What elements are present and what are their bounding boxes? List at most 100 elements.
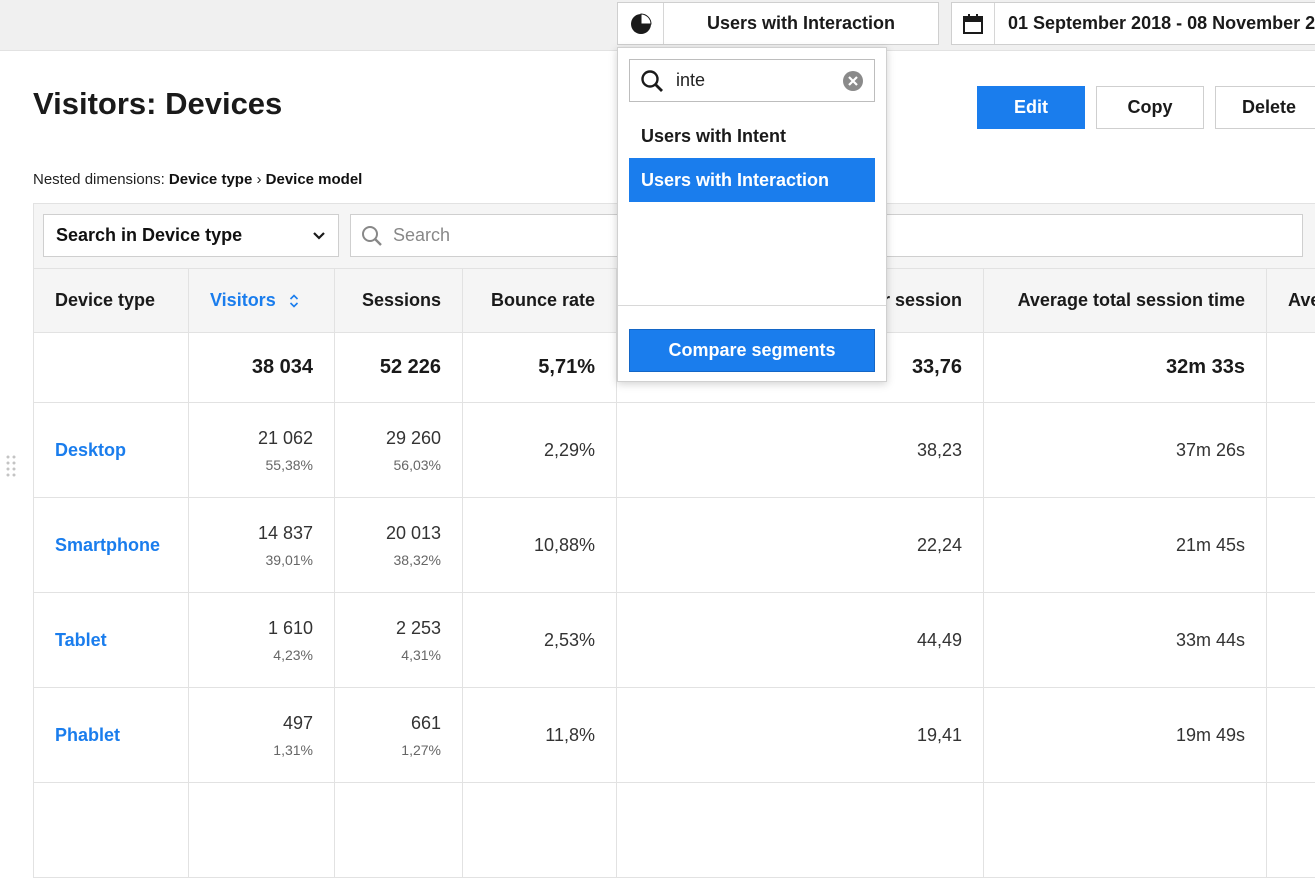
avg-actions-cell: 19,41: [617, 688, 984, 783]
device-link[interactable]: Desktop: [55, 440, 126, 460]
visitors-value: 1 610: [210, 618, 313, 639]
date-range-label: 01 September 2018 - 08 November 2018: [995, 13, 1315, 34]
visitors-cell: 14 837 39,01%: [189, 498, 335, 593]
bounce-rate-cell: 2,53%: [463, 593, 617, 688]
avg-time-cell: [984, 783, 1267, 878]
segment-dropdown: Users with Intent Users with Interaction…: [617, 47, 887, 382]
column-header-average[interactable]: Average: [1267, 269, 1315, 333]
avg-actions-cell: 44,49: [617, 593, 984, 688]
chevron-down-icon: [312, 231, 326, 241]
top-bar: Users with Interaction 01 September 2018…: [0, 0, 1315, 51]
calendar-icon: [962, 13, 984, 35]
visitors-percent: 55,38%: [210, 457, 313, 473]
visitors-cell: 497 1,31%: [189, 688, 335, 783]
drag-handle-icon[interactable]: [6, 454, 16, 478]
segment-search-box[interactable]: [629, 59, 875, 102]
dropdown-divider: [618, 305, 886, 306]
search-icon: [640, 69, 664, 93]
search-icon: [361, 225, 383, 247]
sessions-percent: 1,27%: [356, 742, 441, 758]
sessions-cell: 29 260 56,03%: [335, 403, 463, 498]
avg-actions-cell: 38,23: [617, 403, 984, 498]
device-cell: [34, 783, 189, 878]
visitors-percent: 4,23%: [210, 647, 313, 663]
average-cell: [1267, 783, 1315, 878]
avg-actions-cell: 22,24: [617, 498, 984, 593]
nested-separator: ›: [256, 171, 261, 188]
segment-search-input[interactable]: [674, 69, 828, 92]
visitors-percent: 1,31%: [210, 742, 313, 758]
column-header-device-type[interactable]: Device type: [34, 269, 189, 333]
bounce-rate-cell: 11,8%: [463, 688, 617, 783]
device-link[interactable]: Tablet: [55, 630, 107, 650]
visitors-cell: [189, 783, 335, 878]
totals-average: [1267, 333, 1315, 403]
nested-dim-device-model: Device model: [266, 171, 363, 188]
avg-time-cell: 33m 44s: [984, 593, 1267, 688]
table-row: Smartphone 14 837 39,01% 20 013 38,32% 10,…: [34, 498, 1315, 593]
nested-dim-device-type: Device type: [169, 171, 252, 188]
bounce-rate-cell: 2,29%: [463, 403, 617, 498]
device-link[interactable]: Phablet: [55, 725, 120, 745]
totals-avg-time: 32m 33s: [984, 333, 1267, 403]
segment-option-users-with-interaction[interactable]: Users with Interaction: [629, 158, 875, 202]
dimension-select[interactable]: Search in Device type: [43, 214, 339, 257]
column-header-avg-session-time[interactable]: Average total session time: [984, 269, 1267, 333]
segment-icon-box: [618, 3, 664, 44]
compare-segments-button[interactable]: Compare segments: [629, 329, 875, 372]
device-cell: Smartphone: [34, 498, 189, 593]
device-link[interactable]: Smartphone: [55, 535, 160, 555]
avg-time-cell: 21m 45s: [984, 498, 1267, 593]
sessions-cell: 20 013 38,32%: [335, 498, 463, 593]
segment-option-users-with-intent[interactable]: Users with Intent: [629, 114, 875, 158]
dimension-select-label: Search in Device type: [56, 225, 242, 246]
totals-sessions: 52 226: [335, 333, 463, 403]
sort-icon: [289, 293, 299, 309]
avg-time-cell: 37m 26s: [984, 403, 1267, 498]
device-cell: Phablet: [34, 688, 189, 783]
sessions-cell: [335, 783, 463, 878]
average-cell: [1267, 688, 1315, 783]
sessions-percent: 56,03%: [356, 457, 441, 473]
column-header-visitors-label: Visitors: [210, 290, 276, 310]
clear-icon[interactable]: [842, 70, 864, 92]
average-cell: [1267, 593, 1315, 688]
delete-button[interactable]: Delete: [1215, 86, 1315, 129]
visitors-value: 14 837: [210, 523, 313, 544]
pie-chart-icon: [630, 13, 652, 35]
totals-device: [34, 333, 189, 403]
nested-dimensions: Nested dimensions: Device type › Device …: [33, 171, 362, 188]
visitors-cell: 1 610 4,23%: [189, 593, 335, 688]
column-header-visitors[interactable]: Visitors: [189, 269, 335, 333]
nested-prefix: Nested dimensions:: [33, 171, 165, 188]
average-cell: [1267, 403, 1315, 498]
device-cell: Desktop: [34, 403, 189, 498]
visitors-percent: 39,01%: [210, 552, 313, 568]
sessions-percent: 38,32%: [356, 552, 441, 568]
segment-selector[interactable]: Users with Interaction: [617, 2, 939, 45]
bounce-rate-cell: [463, 783, 617, 878]
bounce-rate-cell: 10,88%: [463, 498, 617, 593]
device-cell: Tablet: [34, 593, 189, 688]
column-header-sessions[interactable]: Sessions: [335, 269, 463, 333]
column-header-bounce-rate[interactable]: Bounce rate: [463, 269, 617, 333]
date-icon-box: [952, 3, 995, 44]
date-range-selector[interactable]: 01 September 2018 - 08 November 2018: [951, 2, 1315, 45]
visitors-value: 497: [210, 713, 313, 734]
edit-button[interactable]: Edit: [977, 86, 1085, 129]
avg-time-cell: 19m 49s: [984, 688, 1267, 783]
table-row: [34, 783, 1315, 878]
totals-bounce-rate: 5,71%: [463, 333, 617, 403]
sessions-value: 29 260: [356, 428, 441, 449]
segment-label: Users with Interaction: [664, 13, 938, 34]
copy-button[interactable]: Copy: [1096, 86, 1204, 129]
sessions-percent: 4,31%: [356, 647, 441, 663]
totals-visitors: 38 034: [189, 333, 335, 403]
sessions-value: 20 013: [356, 523, 441, 544]
avg-actions-cell: [617, 783, 984, 878]
